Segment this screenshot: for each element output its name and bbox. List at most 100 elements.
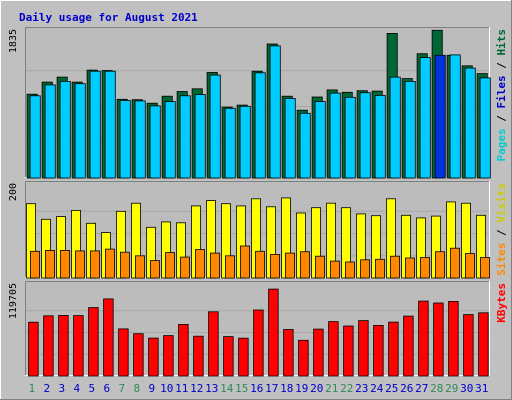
bar-kbytes-day-2 <box>43 315 54 377</box>
bar-kbytes-day-10 <box>163 335 174 377</box>
y-axis-label-part: / <box>495 109 508 129</box>
y-tick-label: 200 <box>8 183 19 201</box>
bar-files-day-21 <box>329 92 341 179</box>
bar-files-day-27 <box>419 57 431 179</box>
bar-sites-day-29 <box>450 247 460 279</box>
bar-kbytes-day-5 <box>88 307 99 377</box>
bar-files-day-8 <box>134 100 146 179</box>
bar-sites-day-17 <box>270 253 280 279</box>
bar-files-day-7 <box>119 100 131 179</box>
bars <box>26 29 491 179</box>
bar-kbytes-day-25 <box>388 321 399 377</box>
bar-files-day-2 <box>44 84 56 179</box>
x-tick-label: 2 <box>43 382 50 395</box>
x-tick-label: 19 <box>295 382 308 395</box>
y-axis-label-part: Pages <box>495 128 508 161</box>
bar-files-day-11 <box>179 95 191 179</box>
x-tick-label: 9 <box>148 382 155 395</box>
bar-files-day-31 <box>479 77 491 179</box>
bar-files-day-18 <box>284 98 296 179</box>
x-tick-label: 27 <box>415 382 428 395</box>
bar-kbytes-day-19 <box>298 339 309 377</box>
x-axis-labels: 1 2 3 4 5 6 7 8 9 10 11 12 13 14 15 16 17 18 19 20 21 22 23 24 2… <box>28 382 488 395</box>
x-tick-label: 28 <box>430 382 443 395</box>
bar-files-day-4 <box>74 83 86 179</box>
bar-files-day-6 <box>104 70 116 179</box>
y-axis-label-part: Sites <box>495 243 508 276</box>
bar-files-day-28 <box>434 54 446 179</box>
x-tick-label: 3 <box>58 382 65 395</box>
bar-sites-day-25 <box>390 255 400 279</box>
x-tick-label: 25 <box>385 382 398 395</box>
bar-sites-day-10 <box>165 252 175 279</box>
panel-kbytes: 119705 KBytes <box>8 281 508 377</box>
bar-files-day-19 <box>299 112 311 179</box>
x-tick-label: 14 <box>220 382 234 395</box>
bar-files-day-12 <box>194 94 206 179</box>
chart-panels: 1835 Pages / Files / Hits 200 Sites / Visit… <box>8 27 508 377</box>
bar-sites-day-8 <box>135 255 145 279</box>
y-axis-label: KBytes <box>495 283 508 323</box>
bar-kbytes-day-4 <box>73 315 84 377</box>
bars <box>28 288 489 377</box>
bar-sites-day-3 <box>60 249 70 279</box>
x-tick-label: 23 <box>355 382 368 395</box>
bar-sites-day-26 <box>405 257 415 279</box>
x-tick-label: 12 <box>190 382 203 395</box>
bar-files-day-16 <box>254 72 266 179</box>
bar-sites-day-13 <box>210 252 220 279</box>
bar-sites-day-23 <box>360 259 370 279</box>
bar-sites-day-4 <box>75 250 85 279</box>
bar-sites-day-5 <box>90 250 100 279</box>
bar-files-day-26 <box>404 81 416 179</box>
y-axis-label-part: / <box>495 56 508 76</box>
bar-files-day-13 <box>209 74 221 179</box>
x-tick-label: 24 <box>370 382 384 395</box>
y-axis-label: Sites / Visits <box>495 183 508 276</box>
bar-files-day-15 <box>239 105 251 179</box>
x-tick-label: 21 <box>325 382 338 395</box>
bar-kbytes-day-7 <box>118 328 129 377</box>
x-tick-label: 7 <box>118 382 125 395</box>
bar-sites-day-1 <box>30 250 40 279</box>
bar-kbytes-day-12 <box>193 335 204 377</box>
chart-title: Daily usage for August 2021 <box>19 11 198 24</box>
bar-sites-day-19 <box>300 251 310 279</box>
bar-kbytes-day-29 <box>448 300 459 377</box>
panel-hits-files-pages: 1835 Pages / Files / Hits <box>8 27 508 179</box>
bar-sites-day-14 <box>225 255 235 279</box>
bar-sites-day-30 <box>465 253 475 279</box>
x-tick-label: 1 <box>28 382 35 395</box>
x-tick-label: 15 <box>235 382 248 395</box>
bar-sites-day-20 <box>315 255 325 279</box>
bar-files-day-25 <box>389 76 401 179</box>
bar-sites-day-27 <box>420 257 430 279</box>
bar-sites-day-15 <box>240 245 250 279</box>
bar-kbytes-day-22 <box>343 325 354 377</box>
bar-sites-day-12 <box>195 249 205 279</box>
bar-sites-day-31 <box>480 257 490 279</box>
bar-kbytes-day-14 <box>223 336 234 377</box>
x-tick-label: 26 <box>400 382 413 395</box>
bars <box>26 197 490 279</box>
bar-kbytes-day-1 <box>28 321 39 377</box>
bar-files-day-20 <box>314 101 326 179</box>
bar-kbytes-day-17 <box>268 288 279 377</box>
x-tick-label: 10 <box>160 382 173 395</box>
bar-files-day-23 <box>359 92 371 179</box>
bar-files-day-1 <box>29 95 41 179</box>
bar-files-day-24 <box>374 95 386 179</box>
x-tick-label: 22 <box>340 382 353 395</box>
bar-files-day-29 <box>449 54 461 179</box>
bar-kbytes-day-6 <box>103 298 114 377</box>
panel-visits-sites: 200 Sites / Visits <box>8 181 508 279</box>
bar-sites-day-16 <box>255 250 265 279</box>
bar-kbytes-day-23 <box>358 320 369 377</box>
bar-kbytes-day-31 <box>478 312 489 377</box>
x-tick-label: 20 <box>310 382 323 395</box>
x-tick-label: 29 <box>445 382 458 395</box>
bar-sites-day-24 <box>375 258 385 279</box>
x-tick-label: 11 <box>175 382 188 395</box>
y-axis-label: Pages / Files / Hits <box>495 29 508 162</box>
bar-kbytes-day-9 <box>148 337 159 377</box>
